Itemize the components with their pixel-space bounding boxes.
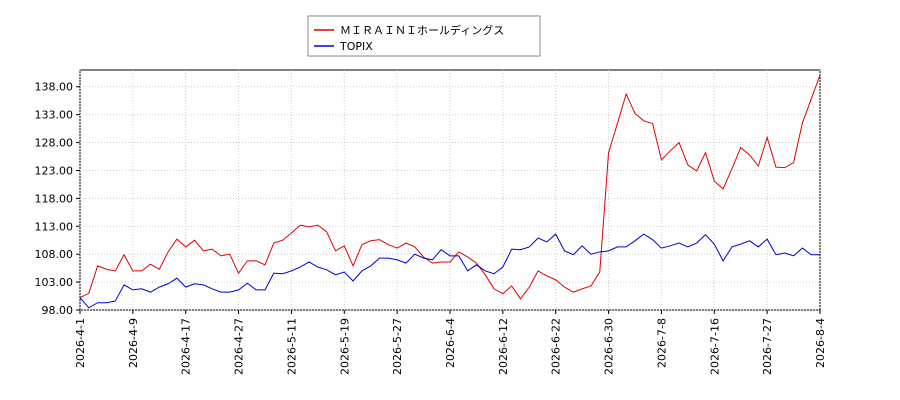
legend [307,15,541,57]
y-tick-label: 123.00 [35,164,74,177]
x-tick-label: 2026-4-27 [233,318,246,375]
series-line [79,233,820,309]
y-tick-label: 138.00 [35,81,74,94]
y-tick-label: 118.00 [35,192,74,205]
y-tick-label: 128.00 [35,137,74,150]
x-tick-label: 2026-7-8 [655,318,668,368]
legend-label: TOPIX [339,40,373,53]
x-tick-label: 2026-6-30 [603,318,616,375]
x-tick-label: 2026-5-11 [285,318,298,375]
y-tick-label: 113.00 [35,220,74,233]
y-tick-label: 98.00 [42,304,74,317]
x-tick-label: 2026-4-1 [74,318,87,368]
legend-box [307,15,541,57]
x-tick-label: 2026-4-9 [127,318,140,368]
legend-label: ＭＩＲＡＩＮＩホールディングス [340,23,504,37]
x-tick-label: 2026-6-12 [497,318,510,375]
y-tick-label: 133.00 [35,109,74,122]
x-tick-label: 2026-6-4 [444,318,457,368]
x-tick-label: 2026-7-16 [708,318,721,375]
x-tick-label: 2026-7-27 [761,318,774,375]
x-tick-label: 2026-4-17 [180,318,193,375]
x-tick-label: 2026-8-4 [814,318,827,368]
y-tick-label: 103.00 [35,276,74,289]
y-tick-label: 108.00 [35,248,74,261]
x-tick-label: 2026-6-22 [550,318,563,375]
x-tick-label: 2026-5-27 [391,318,404,375]
series-line [79,74,821,300]
x-tick-label: 2026-5-19 [338,318,351,375]
